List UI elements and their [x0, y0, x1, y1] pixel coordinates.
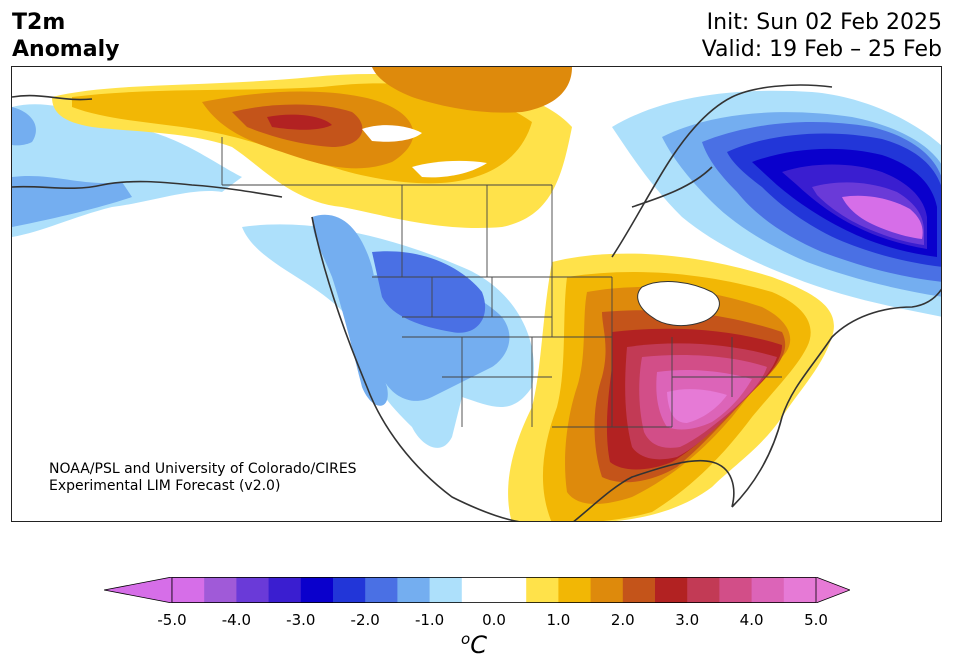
northern-lake [362, 125, 422, 142]
coastlines [12, 84, 941, 521]
title-variable: T2m [12, 10, 66, 35]
warm-anomaly-east-peak [667, 389, 727, 423]
cool-anomaly-west-inner [372, 251, 486, 333]
credit-line-1: NOAA/PSL and University of Colorado/CIRE… [49, 461, 357, 477]
colorbar-tick-label: 1.0 [546, 611, 571, 629]
colorbar-segment [494, 577, 527, 603]
northern-lake-2 [412, 160, 487, 178]
unit-superscript: o [461, 630, 471, 648]
title-subtitle: Anomaly [12, 37, 120, 62]
colorbar-segment [300, 577, 334, 603]
anomaly-map [11, 66, 942, 522]
warm-anomaly-canada-peak [267, 114, 332, 130]
credit-text: NOAA/PSL and University of Colorado/CIRE… [49, 461, 357, 495]
borders [221, 137, 782, 428]
credit-line-2: Experimental LIM Forecast (v2.0) [49, 478, 281, 494]
colorbar-tick-label: 0.0 [482, 611, 506, 629]
colorbar-segment [590, 577, 624, 603]
colorbar-segment [204, 577, 237, 603]
colorbar-unit: oC [461, 630, 487, 659]
colorbar-tick-label: 3.0 [675, 611, 700, 629]
colorbar-extend-high [815, 577, 850, 603]
colorbar-tick-label: -2.0 [350, 611, 380, 629]
colorbar-segment [558, 577, 592, 603]
colorbar-tick-label: -1.0 [414, 611, 445, 629]
map-canvas [12, 67, 941, 521]
colorbar-segment [397, 577, 431, 603]
colorbar-segment [687, 577, 720, 603]
colorbar-tick-label: 4.0 [739, 611, 764, 629]
colorbar-tick-label: -5.0 [157, 611, 187, 629]
colorbar-tick-label: 5.0 [804, 611, 828, 629]
valid-range: Valid: 19 Feb – 25 Feb [701, 37, 942, 62]
colorbar [104, 577, 850, 603]
forecast-dates: Init: Sun 02 Feb 2025 Valid: 19 Feb – 25… [702, 9, 942, 63]
colorbar-segment [526, 577, 559, 603]
colorbar-tick-label: 2.0 [610, 611, 635, 629]
map-title: T2m Anomaly [12, 9, 119, 63]
cool-anomaly-alaska-inner [12, 175, 132, 227]
colorbar-segment [655, 577, 688, 603]
warm-anomaly-arctic [372, 67, 572, 113]
colorbar-tick-label: -4.0 [221, 611, 252, 629]
colorbar-segment [333, 577, 366, 603]
colorbar-segment [751, 577, 785, 603]
init-date: Init: Sun 02 Feb 2025 [706, 10, 942, 35]
colorbar-tick-label: -3.0 [286, 611, 316, 629]
colorbar-segment [429, 577, 463, 603]
cool-anomaly-coast [312, 214, 388, 406]
colorbar-extend-low [104, 577, 173, 603]
colorbar-segment [622, 577, 656, 603]
cool-anomaly-alaska-west [12, 107, 36, 146]
great-lakes [637, 281, 720, 327]
cold-anomaly-nec-core [842, 195, 923, 239]
colorbar-segment [236, 577, 270, 603]
colorbar-segment [461, 577, 495, 603]
colorbar-segment [719, 577, 753, 603]
colorbar-segment [365, 577, 398, 603]
colorbar-border [171, 577, 817, 603]
colorbar-segment [268, 577, 302, 603]
colorbar-ticks: -5.0 -4.0 -3.0 -2.0 -1.0 0.0 1.0 2.0 3.0 4.0 5.0 [0, 611, 954, 633]
colorbar-segment [172, 577, 205, 603]
colorbar-segment [783, 577, 817, 603]
unit-base: C [470, 631, 487, 659]
